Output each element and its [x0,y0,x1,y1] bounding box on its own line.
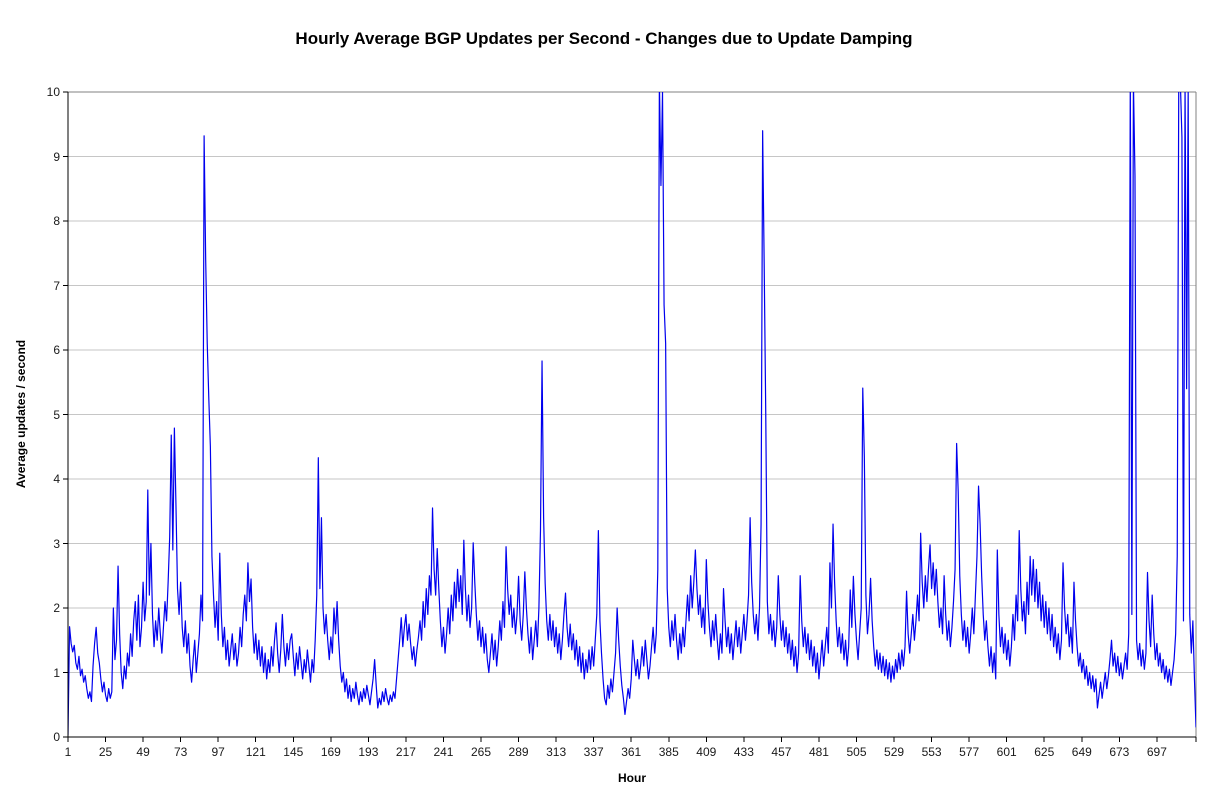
x-tick-label: 361 [621,745,642,759]
x-tick-label: 409 [696,745,717,759]
series-line [68,92,1196,736]
chart-title: Hourly Average BGP Updates per Second - … [295,29,913,48]
x-tick-label: 385 [658,745,679,759]
y-tick-label: 6 [53,343,60,357]
x-tick-label: 625 [1034,745,1055,759]
gridlines [68,156,1196,673]
y-tick-label: 7 [53,278,60,293]
y-tick-label: 2 [53,601,60,615]
x-tick-label: 49 [136,745,150,759]
y-tick-label: 9 [53,149,60,164]
x-tick-label: 457 [771,745,792,759]
x-tick-label: 433 [733,745,754,759]
x-axis-title: Hour [618,771,646,785]
x-tick-label: 193 [358,745,379,759]
x-tick-label: 601 [996,745,1017,759]
x-tick-label: 145 [283,745,304,759]
x-tick-label: 577 [959,745,980,759]
x-tick-label: 649 [1071,745,1092,759]
y-tick-label: 4 [53,472,60,486]
y-tick-label: 0 [53,730,60,744]
x-tick-label: 73 [173,745,188,759]
x-tick-label: 217 [395,745,416,759]
y-tick-label: 10 [46,85,60,99]
x-tick-label: 25 [98,745,113,759]
y-tick-label: 5 [53,407,60,422]
x-tick-label: 265 [471,745,492,759]
plot-border [68,91,1197,737]
y-tick-label: 8 [53,214,60,228]
x-tick-label: 553 [921,745,942,759]
y-tick-label: 1 [53,665,60,680]
x-tick-label: 673 [1109,745,1130,759]
x-tick-label: 337 [583,745,604,759]
x-tick-label: 313 [546,745,567,759]
x-tick-label: 97 [211,745,225,759]
data-series-line [68,92,1196,736]
x-tick-label: 481 [808,745,829,759]
x-tick-label: 169 [320,745,341,759]
x-tick-label: 529 [884,745,905,759]
x-tick-label: 697 [1146,745,1167,759]
y-tick-label: 3 [53,536,60,551]
x-tick-label: 241 [433,745,454,759]
x-tick-label: 121 [245,745,266,759]
x-tick-label: 505 [846,745,867,759]
x-tick-label: 1 [64,745,72,759]
tick-marks [63,91,1197,742]
x-tick-label: 289 [508,745,529,759]
